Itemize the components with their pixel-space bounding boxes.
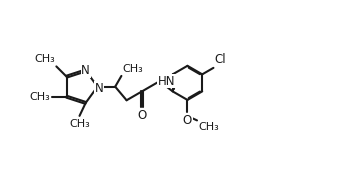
Text: HN: HN xyxy=(158,75,175,88)
Text: O: O xyxy=(183,114,192,127)
Text: CH₃: CH₃ xyxy=(29,92,50,102)
Text: CH₃: CH₃ xyxy=(123,64,144,74)
Text: Cl: Cl xyxy=(215,53,226,67)
Text: O: O xyxy=(137,109,147,122)
Text: N: N xyxy=(81,64,90,77)
Text: CH₃: CH₃ xyxy=(69,119,90,129)
Text: N: N xyxy=(95,82,103,95)
Text: CH₃: CH₃ xyxy=(198,122,219,132)
Text: CH₃: CH₃ xyxy=(34,54,55,64)
